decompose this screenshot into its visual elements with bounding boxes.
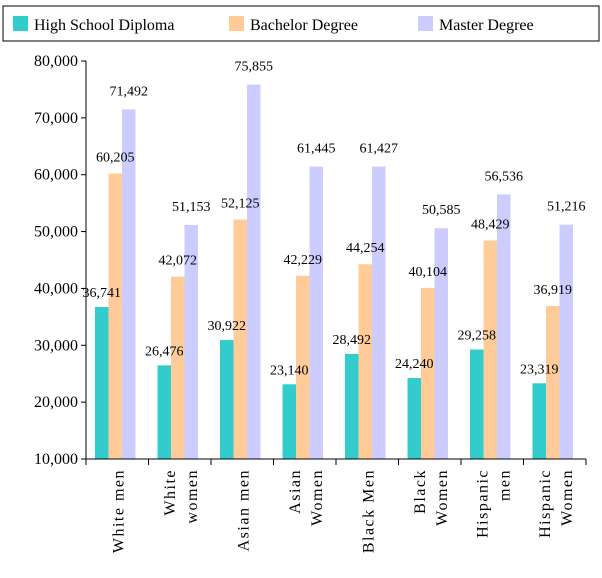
data-label: 56,536 [485, 169, 524, 184]
y-tick-label: 50,000 [34, 224, 78, 241]
data-label: 50,585 [422, 203, 461, 218]
bar [220, 340, 234, 459]
data-label: 60,205 [96, 151, 135, 166]
legend-swatch [418, 16, 433, 31]
x-tick-label: Women [309, 469, 326, 526]
bar [309, 166, 323, 460]
x-tick-label: Asian men [235, 469, 252, 551]
x-tick-label: Women [559, 469, 576, 526]
bar [122, 109, 136, 459]
bar [470, 349, 484, 459]
y-tick-label: 40,000 [34, 280, 78, 297]
bars [95, 84, 573, 460]
y-axis: 10,000 20,000 30,000 40,000 50,000 60,000 70,0… [34, 53, 87, 468]
data-label: 61,445 [297, 141, 336, 156]
data-label: 40,104 [409, 265, 448, 280]
data-label: 61,427 [360, 142, 399, 157]
bar [157, 365, 171, 459]
legend-label: Master Degree [439, 17, 534, 34]
bar [546, 305, 560, 459]
x-tick-label: Black Men [360, 469, 377, 553]
data-label: 30,922 [208, 319, 247, 334]
legend-box [2, 5, 600, 42]
bar [434, 228, 448, 459]
x-tick-label: Black [412, 469, 429, 514]
x-tick-label: Hispanic [537, 469, 554, 538]
data-label: 23,319 [520, 362, 559, 377]
x-tick-label: White men [110, 469, 127, 553]
data-label: 48,429 [471, 218, 510, 233]
bar [95, 306, 109, 459]
bar [247, 84, 261, 459]
legend: High School Diploma Bachelor Degree Master… [2, 5, 600, 42]
legend-swatch [13, 16, 28, 31]
bar [345, 353, 359, 459]
data-label: 51,216 [547, 200, 586, 215]
bar [372, 166, 386, 459]
bar [532, 383, 546, 459]
x-tick-label: Asian [287, 469, 304, 514]
data-label: 26,476 [145, 344, 184, 359]
bar [497, 194, 511, 459]
x-tick-label: men [496, 469, 513, 501]
data-label: 24,240 [395, 357, 434, 372]
bar [559, 224, 573, 459]
y-tick-label: 30,000 [34, 337, 78, 354]
bar [358, 264, 372, 459]
x-axis: White men White women Asian men Asian Women Bl… [85, 458, 587, 553]
data-label: 42,072 [159, 254, 198, 269]
data-label: 75,855 [235, 60, 274, 75]
data-label: 28,492 [333, 333, 372, 348]
legend-label: High School Diploma [34, 17, 174, 34]
data-label: 29,258 [458, 329, 497, 344]
data-label: 42,229 [284, 253, 323, 268]
bar [407, 378, 421, 459]
x-tick-label: women [184, 469, 201, 524]
x-tick-label: Hispanic [474, 469, 491, 538]
bar [233, 219, 247, 459]
y-tick-label: 10,000 [34, 451, 78, 468]
data-label: 71,492 [110, 84, 149, 99]
legend-swatch [229, 16, 244, 31]
bar [282, 384, 296, 459]
data-label: 36,919 [534, 283, 573, 298]
bar [421, 287, 435, 459]
x-tick-label: White [162, 469, 179, 516]
data-label: 44,254 [346, 241, 385, 256]
bar [171, 276, 185, 459]
bar [184, 225, 198, 459]
bar [108, 173, 122, 460]
bar [483, 240, 497, 459]
data-labels: 36,741 60,205 71,492 26,476 42,072 51,153 30,9… [83, 60, 586, 379]
bar [296, 275, 310, 459]
y-tick-label: 80,000 [34, 53, 78, 70]
legend-label: Bachelor Degree [250, 17, 358, 34]
y-tick-label: 70,000 [34, 110, 78, 127]
data-label: 36,741 [83, 286, 122, 301]
y-tick-label: 20,000 [34, 394, 78, 411]
data-label: 52,125 [221, 196, 260, 211]
data-label: 51,153 [172, 200, 211, 215]
y-tick-label: 60,000 [34, 167, 78, 184]
data-label: 23,140 [270, 363, 309, 378]
x-tick-label: Women [434, 469, 451, 526]
